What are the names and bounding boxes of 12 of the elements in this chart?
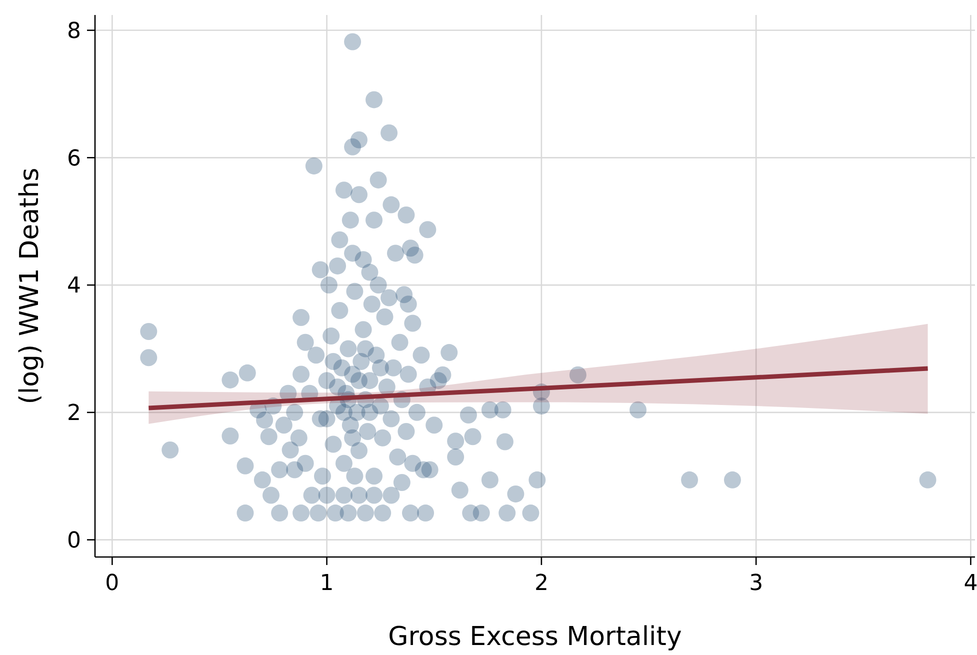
y-tick-label: 4 xyxy=(67,274,81,299)
y-tick-label: 2 xyxy=(67,401,81,426)
x-tick-label: 1 xyxy=(320,571,334,596)
x-tick-label: 0 xyxy=(105,571,120,596)
y-tick-label: 8 xyxy=(67,18,81,44)
y-tick-label: 6 xyxy=(67,146,81,172)
x-tick-label: 2 xyxy=(534,571,548,596)
y-axis-title: (log) WW1 Deaths xyxy=(15,168,45,404)
x-axis-title: Gross Excess Mortality xyxy=(388,622,682,652)
x-tick-label: 3 xyxy=(749,571,764,596)
x-tick-label: 4 xyxy=(964,571,977,596)
y-tick-label: 0 xyxy=(67,528,81,554)
